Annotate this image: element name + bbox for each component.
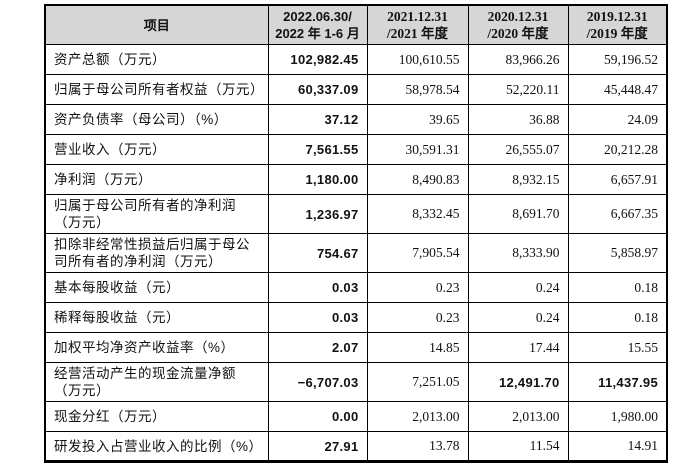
value-cell: 0.24: [467, 302, 569, 333]
row-label: 基本每股收益（元）: [44, 272, 269, 303]
header-cell-2022: 2022.06.30/ 2022 年 1-6 月: [267, 4, 368, 45]
value-cell: 7,251.05: [366, 362, 469, 402]
value-cell: 11,437.95: [567, 362, 668, 402]
value-cell: 0.23: [366, 272, 469, 303]
value-cell: 83,966.26: [467, 44, 569, 75]
value-cell: 15.55: [567, 332, 668, 363]
value-cell: 26,555.07: [467, 134, 569, 165]
header-line-2: /2021 年度: [386, 26, 449, 41]
value-cell: 0.18: [567, 272, 668, 303]
table-row: 归属于母公司所有者的净利润（万元） 1,236.97 8,332.45 8,691.7…: [44, 194, 668, 234]
value-cell: 60,337.09: [267, 74, 368, 105]
value-cell: 39.65: [366, 104, 469, 135]
value-cell: 20,212.28: [567, 134, 668, 165]
table-row: 经营活动产生的现金流量净额（万元） −6,707.03 7,251.05 12,491…: [44, 362, 668, 402]
value-cell: 2,013.00: [366, 401, 469, 432]
value-cell: 0.24: [467, 272, 569, 303]
header-line-1: 2020.12.31: [487, 9, 549, 24]
value-cell: 17.44: [467, 332, 569, 363]
table-row: 资产负债率（母公司）（%） 37.12 39.65 36.88 24.09: [44, 104, 668, 135]
value-cell: 12,491.70: [467, 362, 569, 402]
header-line-1: 2019.12.31: [586, 9, 648, 24]
value-cell: 8,333.90: [467, 233, 569, 273]
value-cell: 754.67: [267, 233, 368, 273]
table-row: 营业收入（万元） 7,561.55 30,591.31 26,555.07 20,212…: [44, 134, 668, 165]
table-row: 加权平均净资产收益率（%） 2.07 14.85 17.44 15.55: [44, 332, 668, 363]
row-label: 经营活动产生的现金流量净额（万元）: [44, 362, 269, 402]
value-cell: 7,905.54: [366, 233, 469, 273]
value-cell: 37.12: [267, 104, 368, 135]
value-cell: 30,591.31: [366, 134, 469, 165]
value-cell: 6,657.91: [567, 164, 668, 195]
table-row: 归属于母公司所有者权益（万元） 60,337.09 58,978.54 52,220.…: [44, 74, 668, 105]
row-label: 资产负债率（母公司）（%）: [44, 104, 269, 135]
value-cell: 14.85: [366, 332, 469, 363]
value-cell: 100,610.55: [366, 44, 469, 75]
table-row: 稀释每股收益（元） 0.03 0.23 0.24 0.18: [44, 302, 668, 333]
value-cell: 8,332.45: [366, 194, 469, 234]
header-row: 项目 2022.06.30/ 2022 年 1-6 月 2021.12.31 /…: [44, 4, 668, 45]
value-cell: 8,490.83: [366, 164, 469, 195]
header-line-1: 2022.06.30/: [283, 9, 352, 24]
table-body: 资产总额（万元） 102,982.45 100,610.55 83,966.26 59,…: [44, 44, 668, 462]
value-cell: 1,180.00: [267, 164, 368, 195]
value-cell: 0.23: [366, 302, 469, 333]
value-cell: 52,220.11: [467, 74, 569, 105]
row-label: 营业收入（万元）: [44, 134, 269, 165]
row-label: 归属于母公司所有者权益（万元）: [44, 74, 269, 105]
value-cell: 11.54: [467, 431, 569, 462]
value-cell: 7,561.55: [267, 134, 368, 165]
header-line-1: 2021.12.31: [387, 9, 448, 24]
row-label: 研发投入占营业收入的比例（%）: [44, 431, 269, 462]
row-label: 资产总额（万元）: [44, 44, 269, 75]
table-row: 扣除非经常性损益后归属于母公司所有者的净利润（万元） 754.67 7,905.54…: [44, 233, 668, 273]
row-label: 归属于母公司所有者的净利润（万元）: [44, 194, 269, 234]
header-line-2: 2022 年 1-6 月: [275, 26, 360, 41]
value-cell: 58,978.54: [366, 74, 469, 105]
value-cell: 36.88: [467, 104, 569, 135]
value-cell: 45,448.47: [567, 74, 668, 105]
header-cell-2020: 2020.12.31 /2020 年度: [467, 4, 569, 45]
table-row: 研发投入占营业收入的比例（%） 27.91 13.78 11.54 14.91: [44, 431, 668, 462]
header-line-1: 项目: [143, 17, 170, 33]
row-label: 现金分红（万元）: [44, 401, 269, 432]
value-cell: 59,196.52: [567, 44, 668, 75]
value-cell: 24.09: [567, 104, 668, 135]
value-cell: 0.18: [567, 302, 668, 333]
header-line-2: /2020 年度: [487, 26, 549, 41]
value-cell: 8,691.70: [467, 194, 569, 234]
value-cell: 102,982.45: [267, 44, 368, 75]
value-cell: 6,667.35: [567, 194, 668, 234]
table-row: 基本每股收益（元） 0.03 0.23 0.24 0.18: [44, 272, 668, 303]
header-cell-2021: 2021.12.31 /2021 年度: [366, 4, 469, 45]
header-cell-item: 项目: [44, 4, 269, 45]
value-cell: 5,858.97: [567, 233, 668, 273]
value-cell: 1,236.97: [267, 194, 368, 234]
row-label: 稀释每股收益（元）: [44, 302, 269, 333]
row-label: 扣除非经常性损益后归属于母公司所有者的净利润（万元）: [44, 233, 269, 273]
value-cell: 0.03: [267, 272, 368, 303]
value-cell: 0.00: [267, 401, 368, 432]
value-cell: 27.91: [267, 431, 368, 462]
table-row: 净利润（万元） 1,180.00 8,490.83 8,932.15 6,657.91: [44, 164, 668, 195]
row-label: 净利润（万元）: [44, 164, 269, 195]
value-cell: 1,980.00: [567, 401, 668, 432]
value-cell: 2,013.00: [467, 401, 569, 432]
value-cell: 14.91: [567, 431, 668, 462]
value-cell: 2.07: [267, 332, 368, 363]
table-header: 项目 2022.06.30/ 2022 年 1-6 月 2021.12.31 /…: [44, 4, 668, 45]
financial-indicators-table: 项目 2022.06.30/ 2022 年 1-6 月 2021.12.31 /…: [44, 4, 668, 463]
header-cell-2019: 2019.12.31 /2019 年度: [567, 4, 668, 45]
value-cell: 8,932.15: [467, 164, 569, 195]
header-line-2: /2019 年度: [586, 26, 648, 41]
value-cell: 0.03: [267, 302, 368, 333]
table-row: 资产总额（万元） 102,982.45 100,610.55 83,966.26 59,…: [44, 44, 668, 75]
value-cell: −6,707.03: [267, 362, 368, 402]
row-label: 加权平均净资产收益率（%）: [44, 332, 269, 363]
table-row: 现金分红（万元） 0.00 2,013.00 2,013.00 1,980.00: [44, 401, 668, 432]
value-cell: 13.78: [366, 431, 469, 462]
